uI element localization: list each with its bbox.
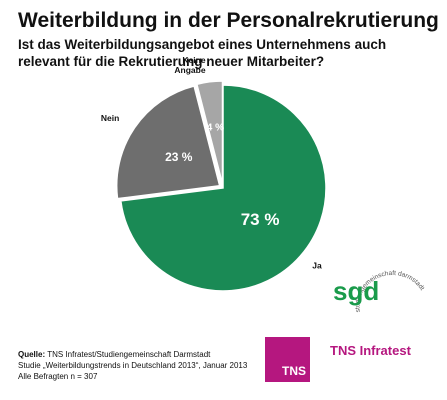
pie-slice-nein — [116, 85, 221, 200]
pie-slice-ja — [119, 84, 327, 292]
slice-category-label: Nein — [101, 113, 119, 123]
source-line-3: Alle Befragten n = 307 — [18, 372, 98, 381]
sgd-logo: studiengemeinschaft darmstadt sgd — [333, 270, 426, 313]
slice-value-label: 4 % — [207, 122, 224, 133]
slice-value-label: 73 % — [241, 210, 280, 229]
tns-logo: TNS — [265, 337, 310, 382]
slice-value-label: 23 % — [165, 150, 193, 164]
source-label: Quelle: — [18, 350, 46, 359]
slice-category-label: Ja — [312, 261, 322, 271]
tns-logo-text: TNS — [282, 364, 306, 378]
slice-category-label: Keine Angabe — [174, 55, 205, 75]
source-line-1: TNS Infratest/Studiengemeinschaft Darmst… — [47, 350, 211, 359]
chart-subtitle: Ist das Weiterbildungsangebot eines Unte… — [18, 37, 387, 69]
source-line-2: Studie „Weiterbildungstrends in Deutschl… — [18, 361, 248, 370]
sgd-mark: sgd — [333, 276, 379, 306]
pie-slice-keine-angabe — [195, 80, 224, 185]
source-note: Quelle: TNS Infratest/Studiengemeinschaf… — [18, 349, 247, 382]
tns-infratest-name: TNS Infratest — [330, 343, 411, 358]
chart-title: Weiterbildung in der Personalrekrutierun… — [18, 9, 439, 32]
